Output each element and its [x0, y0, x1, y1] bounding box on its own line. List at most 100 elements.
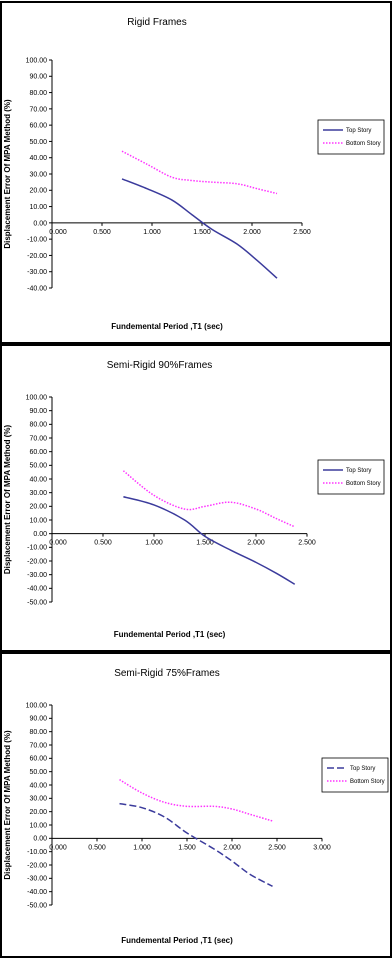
legend-label: Top Story — [346, 468, 371, 474]
y-tick-label: 50.00 — [29, 769, 47, 776]
y-tick-label: -20.00 — [27, 558, 47, 565]
chart-panel-3: Semi-Rigid 75%Frames 100.00 90.00 80.00 70.0… — [0, 652, 392, 958]
panel-border — [0, 1, 392, 344]
y-tick-label: 0.00 — [33, 220, 47, 227]
y-tick-label: 100.00 — [26, 394, 48, 401]
x-tick-label: 1.500 — [196, 540, 214, 547]
y-tick-label: 90.00 — [29, 74, 47, 81]
legend-label: Bottom Story — [346, 141, 381, 147]
y-axis-title: Displacement Error Of MPA Method (%) — [3, 424, 12, 574]
y-tick-label: 30.00 — [29, 796, 47, 803]
y-tick-label: 20.00 — [29, 188, 47, 195]
y-tick-label: 0.00 — [33, 531, 47, 538]
y-tick-label: -30.00 — [27, 269, 47, 276]
x-tick-label: 3.000 — [313, 844, 331, 851]
y-tick-label: 70.00 — [29, 435, 47, 442]
x-tick-label: 2.500 — [293, 229, 311, 236]
y-axis-title: Displacement Error Of MPA Method (%) — [3, 99, 12, 249]
x-tick-label: 2.500 — [268, 844, 286, 851]
series-line-bottom-story — [121, 150, 278, 195]
y-tick-label: 60.00 — [29, 123, 47, 130]
x-axis-title: Fundemental Period ,T1 (sec) — [114, 630, 226, 639]
panel-border — [0, 652, 392, 958]
legend-label: Top Story — [346, 128, 371, 134]
chart-title: Rigid Frames — [127, 17, 186, 28]
x-tick-label: 0.500 — [94, 540, 112, 547]
chart-title: Semi-Rigid 90%Frames — [107, 360, 213, 371]
x-axis-title: Fundemental Period ,T1 (sec) — [111, 322, 223, 331]
legend: Top Story Bottom Story — [317, 459, 385, 495]
legend-label: Bottom Story — [346, 481, 381, 487]
y-tick-label: -40.00 — [27, 285, 47, 292]
legend-label: Bottom Story — [350, 779, 385, 785]
legend-label: Top Story — [350, 766, 375, 772]
x-axis-title: Fundemental Period ,T1 (sec) — [121, 936, 233, 945]
series-line-top-story — [123, 496, 296, 585]
x-tick-label: 0.000 — [49, 540, 67, 547]
x-tick-label: 1.000 — [145, 540, 163, 547]
x-tick-label: 0.000 — [49, 844, 67, 851]
y-tick-label: 30.00 — [29, 171, 47, 178]
y-tick-label: 100.00 — [26, 702, 48, 709]
y-tick-label: -40.00 — [27, 586, 47, 593]
series-line-bottom-story — [119, 779, 273, 822]
y-tick-label: 30.00 — [29, 490, 47, 497]
y-tick-label: 60.00 — [29, 449, 47, 456]
y-tick-label: 70.00 — [29, 106, 47, 113]
legend: Top Story Bottom Story — [321, 757, 389, 793]
y-tick-label: -30.00 — [27, 572, 47, 579]
y-tick-label: -20.00 — [27, 253, 47, 260]
y-tick-label: -50.00 — [27, 902, 47, 909]
x-tick-label: 2.000 — [247, 540, 265, 547]
series-line-bottom-story — [122, 470, 296, 528]
x-tick-label: 2.500 — [298, 540, 316, 547]
series-line-top-story — [121, 178, 278, 279]
x-tick-label: 1.000 — [133, 844, 151, 851]
y-axis-title: Displacement Error Of MPA Method (%) — [3, 730, 12, 880]
y-tick-label: 90.00 — [29, 716, 47, 723]
y-tick-label: 80.00 — [29, 422, 47, 429]
chart-title: Semi-Rigid 75%Frames — [114, 668, 220, 679]
chart-panel-1: Rigid Frames 100.00 90.00 80.00 70.00 60.00 50… — [0, 1, 392, 344]
y-tick-label: 50.00 — [29, 139, 47, 146]
x-tick-label: 2.000 — [223, 844, 241, 851]
y-tick-label: 10.00 — [29, 204, 47, 211]
legend-box — [317, 459, 385, 495]
x-tick-label: 0.000 — [49, 229, 67, 236]
legend-box — [317, 119, 385, 155]
y-tick-label: 10.00 — [29, 517, 47, 524]
x-tick-label: 1.000 — [143, 229, 161, 236]
y-tick-label: 10.00 — [29, 822, 47, 829]
x-tick-label: 0.500 — [93, 229, 111, 236]
x-tick-label: 0.500 — [88, 844, 106, 851]
y-tick-label: 40.00 — [29, 476, 47, 483]
y-tick-label: 90.00 — [29, 408, 47, 415]
series-line-top-story — [119, 802, 273, 887]
x-tick-label: 1.500 — [193, 229, 211, 236]
y-tick-label: -20.00 — [27, 862, 47, 869]
x-tick-label: 2.000 — [243, 229, 261, 236]
y-tick-label: 70.00 — [29, 742, 47, 749]
chart-panel-2: Semi-Rigid 90%Frames 100.00 90.00 80.00 70.0… — [0, 344, 392, 652]
y-tick-label: 20.00 — [29, 809, 47, 816]
y-tick-label: 80.00 — [29, 729, 47, 736]
legend-box — [321, 757, 389, 793]
y-tick-label: -50.00 — [27, 599, 47, 606]
y-tick-label: -30.00 — [27, 876, 47, 883]
y-tick-label: 80.00 — [29, 90, 47, 97]
y-tick-label: 20.00 — [29, 504, 47, 511]
legend: Top Story Bottom Story — [317, 119, 385, 155]
y-tick-label: 0.00 — [33, 836, 47, 843]
y-tick-label: -40.00 — [27, 889, 47, 896]
y-tick-label: -10.00 — [27, 237, 47, 244]
x-tick-label: 1.500 — [178, 844, 196, 851]
y-tick-label: -10.00 — [27, 545, 47, 552]
y-tick-label: 60.00 — [29, 756, 47, 763]
y-tick-label: 40.00 — [29, 155, 47, 162]
y-tick-label: -10.00 — [27, 849, 47, 856]
panel-border — [0, 344, 392, 652]
y-tick-label: 50.00 — [29, 463, 47, 470]
y-tick-label: 100.00 — [26, 57, 48, 64]
y-tick-label: 40.00 — [29, 782, 47, 789]
